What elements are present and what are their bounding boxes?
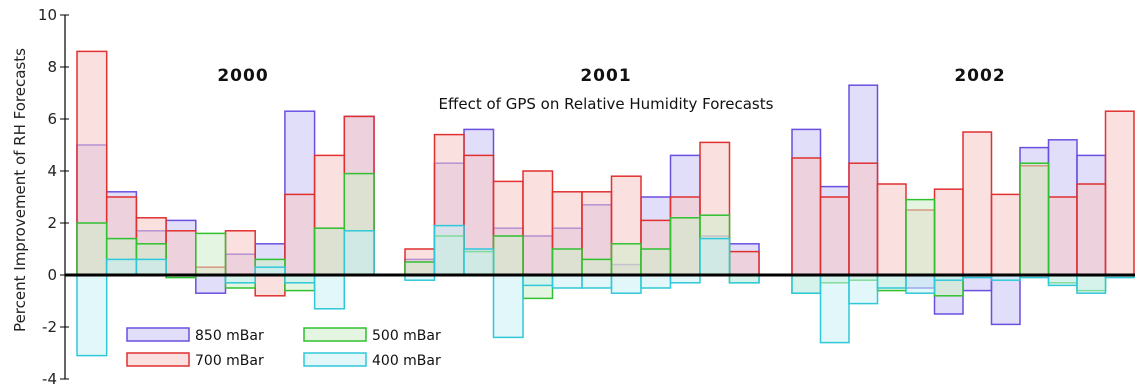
bar-700-mbar-2002-2 [819,196,850,276]
bar-700-mbar-2002-10 [1047,196,1078,276]
legend-label-500-mbar: 500 mBar [372,328,441,344]
bar-700-mbar-2002-12 [1104,110,1135,276]
bar-500-mbar-2001-9 [640,248,672,276]
y-tick-label: 4 [47,162,57,180]
bar-400-mbar-2000-1 [76,274,108,357]
bar-700-mbar-2002-6 [933,188,964,276]
bar-500-mbar-2001-8 [610,243,642,276]
bar-500-mbar-2001-4 [492,235,524,276]
bar-700-mbar-2000-8 [284,193,316,276]
bar-500-mbar-2001-6 [551,248,583,276]
bar-400-mbar-2000-3 [135,258,167,276]
bar-500-mbar-2002-9 [1019,162,1050,276]
legend-swatch-850-mbar [126,327,190,342]
bar-400-mbar-2001-8 [610,274,642,294]
year-label-2001: 2001 [580,66,631,86]
axes-layer: -4 -2 0 2 4 6 8 10 [38,6,1135,388]
bar-400-mbar-2002-10 [1047,274,1078,287]
y-tick-label: 10 [38,6,57,24]
bars-layer [76,50,1135,357]
legend-swatch-500-mbar [303,327,367,342]
legend: 850 mBar 500 mBar 700 mBar 400 mBar [126,327,441,369]
legend-swatch-700-mbar [126,352,190,367]
bar-400-mbar-2001-9 [640,274,672,289]
year-labels: 2000 2001 2002 [217,66,1005,86]
bar-400-mbar-2001-6 [551,274,583,289]
bar-500-mbar-2000-9 [313,227,346,276]
bar-700-mbar-2002-4 [876,183,907,276]
year-label-2002: 2002 [954,66,1005,86]
bar-850-mbar-2000-5 [195,274,227,294]
y-tick-label: 6 [47,110,57,128]
bar-500-mbar-2001-10 [669,217,701,276]
bar-700-mbar-2000-7 [254,274,286,297]
bar-400-mbar-2001-11 [699,237,731,276]
bar-400-mbar-2002-2 [819,274,850,344]
bar-700-mbar-2002-1 [791,157,822,276]
legend-label-400-mbar: 400 mBar [372,353,441,369]
bar-700-mbar-2002-11 [1076,183,1107,276]
chart-title: Effect of GPS on Relative Humidity Forec… [439,95,774,113]
bar-400-mbar-2002-4 [876,274,907,289]
bar-500-mbar-2001-1 [404,261,436,276]
bar-400-mbar-2002-3 [848,274,879,305]
bar-700-mbar-2001-5 [522,170,554,276]
y-tick-label: -2 [42,318,57,336]
bar-400-mbar-2002-5 [905,274,936,294]
bar-850-mbar-2002-8 [990,274,1021,326]
bar-400-mbar-2000-2 [105,258,138,276]
y-axis-label: Percent Improvement of RH Forecasts [11,48,29,332]
bar-700-mbar-2002-7 [962,131,993,276]
legend-label-850-mbar: 850 mBar [195,328,264,344]
bar-400-mbar-2000-9 [313,274,346,310]
bar-400-mbar-2001-4 [492,274,524,339]
y-tick-label: -4 [42,370,57,388]
bar-500-mbar-2000-1 [76,222,108,276]
bar-700-mbar-2002-8 [990,193,1021,276]
y-tick-label: 0 [47,266,57,284]
bar-700-mbar-2000-4 [165,230,197,276]
bar-700-mbar-2001-12 [728,250,760,276]
legend-label-700-mbar: 700 mBar [195,353,264,369]
bar-500-mbar-2000-5 [195,232,227,276]
bar-400-mbar-2000-10 [343,230,375,276]
bar-400-mbar-2001-3 [463,248,495,276]
year-label-2000: 2000 [217,66,268,86]
bar-400-mbar-2002-11 [1076,274,1107,294]
bar-400-mbar-2001-2 [433,224,465,276]
bar-500-mbar-2001-7 [581,258,613,276]
bar-400-mbar-2001-7 [581,274,613,289]
bar-700-mbar-2000-6 [224,230,256,276]
bar-500-mbar-2002-5 [905,198,936,276]
y-tick-label: 8 [47,58,57,76]
legend-swatch-400-mbar [303,352,367,367]
y-tick-label: 2 [47,214,57,232]
bar-700-mbar-2002-3 [848,162,879,276]
bar-400-mbar-2001-5 [522,274,554,287]
bar-400-mbar-2002-1 [791,274,822,294]
